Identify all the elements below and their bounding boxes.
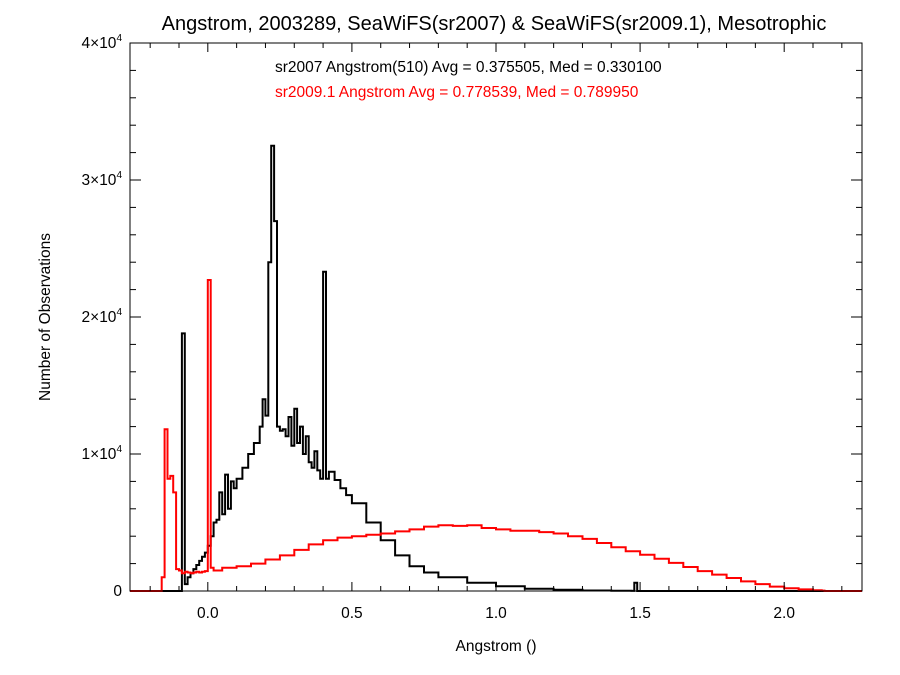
x-axis-label: Angstrom () [456, 638, 537, 655]
ticks-layer: 0.0 0.5 1.0 1.5 2.0 0 1×104 2×104 3×104 4×104 [82, 33, 862, 622]
y-tick-label: 4×104 [82, 33, 123, 52]
x-tick-label: 1.5 [629, 605, 651, 622]
x-tick-label: 0.5 [341, 605, 363, 622]
x-tick-label: 2.0 [773, 605, 795, 622]
y-tick-label: 1×104 [82, 444, 123, 463]
plot-frame [129, 42, 863, 592]
x-tick-label: 0.0 [197, 605, 219, 622]
series-line-sr2009-1 [130, 279, 862, 592]
chart-title: Angstrom, 2003289, SeaWiFS(sr2007) & Sea… [162, 13, 827, 35]
y-axis-label: Number of Observations [37, 233, 54, 401]
series-line-sr2007 [130, 144, 862, 592]
x-tick-label: 1.0 [485, 605, 507, 622]
y-tick-label: 3×104 [82, 170, 123, 189]
annotation-sr2009: sr2009.1 Angstrom Avg = 0.778539, Med = … [275, 84, 639, 101]
series-layer [130, 144, 862, 592]
y-tick-label: 0 [113, 583, 122, 600]
y-tick-label: 2×104 [82, 307, 123, 326]
annotation-sr2007: sr2007 Angstrom(510) Avg = 0.375505, Med… [275, 59, 662, 76]
